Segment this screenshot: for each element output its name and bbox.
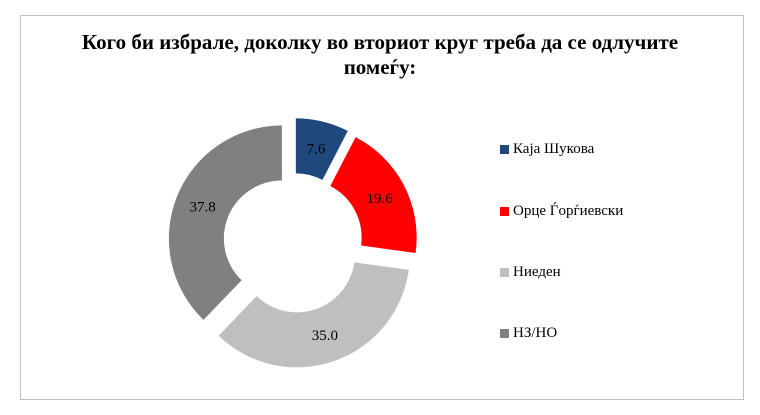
data-label-3: 37.8 — [189, 200, 215, 216]
data-label-2: 35.0 — [312, 328, 338, 344]
legend-swatch — [500, 268, 509, 277]
legend-item-0: Каја Шукова — [500, 141, 594, 158]
legend-label: НЗ/НО — [513, 325, 558, 341]
legend-swatch — [500, 207, 509, 216]
chart-frame — [20, 15, 744, 400]
legend-swatch — [500, 329, 509, 338]
legend-label: Каја Шукова — [513, 141, 595, 157]
donut-segment-1 — [330, 137, 417, 254]
legend-item-1: Орце Ѓорѓиевски — [500, 203, 623, 220]
data-label-1: 19.6 — [366, 191, 393, 207]
chart-title: Кого би избрале, доколку во вториот круг… — [81, 30, 679, 79]
legend-label: Орце Ѓорѓиевски — [513, 203, 624, 219]
legend-item-3: НЗ/НО — [500, 325, 557, 342]
donut-segment-0 — [295, 118, 348, 180]
data-label-0: 7.6 — [307, 141, 326, 157]
legend-label: Ниеден — [513, 264, 561, 280]
legend-swatch — [500, 145, 509, 154]
legend-item-2: Ниеден — [500, 264, 561, 281]
donut-segment-3 — [168, 125, 282, 320]
donut-segment-2 — [218, 262, 409, 368]
